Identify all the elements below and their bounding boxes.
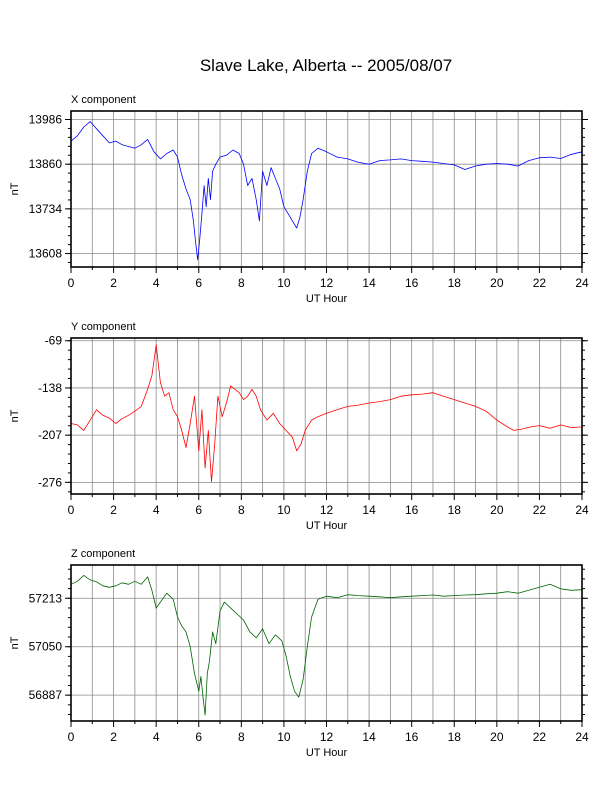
panel-label: Z component <box>71 548 135 560</box>
x-tick-label: 2 <box>110 276 117 290</box>
x-tick-label: 18 <box>448 503 462 517</box>
x-tick-label: 24 <box>575 503 589 517</box>
x-tick-label: 20 <box>490 276 504 290</box>
y-tick-label: -138 <box>38 381 62 395</box>
plot-frame <box>70 110 583 268</box>
x-tick-label: 4 <box>153 276 160 290</box>
x-tick-label: 22 <box>533 276 547 290</box>
series-line-1 <box>70 344 583 483</box>
x-tick-label: 8 <box>238 730 245 744</box>
x-tick-label: 0 <box>68 503 75 517</box>
x-tick-label: 10 <box>277 730 291 744</box>
x-tick-label: 12 <box>320 730 334 744</box>
y-tick-label: 56887 <box>29 688 63 702</box>
x-tick-label: 10 <box>277 503 291 517</box>
y-tick-label: -276 <box>38 475 62 489</box>
x-tick-label: 6 <box>195 503 202 517</box>
x-tick-label: 20 <box>490 730 504 744</box>
x-tick-label: 12 <box>320 276 334 290</box>
panel-label: Y component <box>71 321 136 333</box>
x-tick-label: 8 <box>238 503 245 517</box>
y-tick-label: 57050 <box>29 640 63 654</box>
x-tick-label: 18 <box>448 730 462 744</box>
x-axis-title: UT Hour <box>306 293 348 305</box>
x-axis-title: UT Hour <box>306 747 348 759</box>
y-tick-label: -69 <box>45 334 63 348</box>
x-tick-label: 14 <box>362 503 376 517</box>
x-tick-label: 0 <box>68 276 75 290</box>
x-tick-label: 24 <box>575 276 589 290</box>
x-tick-label: 18 <box>448 276 462 290</box>
x-tick-label: 24 <box>575 730 589 744</box>
x-tick-label: 22 <box>533 730 547 744</box>
x-axis-title: UT Hour <box>306 520 348 532</box>
x-tick-label: 14 <box>362 276 376 290</box>
x-tick-label: 14 <box>362 730 376 744</box>
x-tick-label: 16 <box>405 503 419 517</box>
series-line-1 <box>70 575 583 716</box>
x-tick-label: 6 <box>195 730 202 744</box>
plot-frame <box>70 337 583 495</box>
x-tick-label: 16 <box>405 730 419 744</box>
page-title: Slave Lake, Alberta -- 2005/08/07 <box>199 56 453 75</box>
plot-frame <box>70 564 583 722</box>
x-tick-label: 12 <box>320 503 334 517</box>
x-tick-label: 4 <box>153 503 160 517</box>
y-tick-label: 57213 <box>29 591 63 605</box>
x-tick-label: 22 <box>533 503 547 517</box>
x-tick-label: 20 <box>490 503 504 517</box>
y-axis-title: nT <box>9 636 21 649</box>
x-tick-label: 0 <box>68 730 75 744</box>
series-line-1 <box>70 121 583 261</box>
x-tick-label: 6 <box>195 276 202 290</box>
x-tick-label: 2 <box>110 503 117 517</box>
panel-label: X component <box>71 94 136 106</box>
x-tick-label: 4 <box>153 730 160 744</box>
x-tick-label: 2 <box>110 730 117 744</box>
y-tick-label: -207 <box>38 428 62 442</box>
y-axis-title: nT <box>9 182 21 195</box>
y-tick-label: 13734 <box>29 202 63 216</box>
y-tick-label: 13860 <box>29 157 63 171</box>
y-axis-title: nT <box>9 409 21 422</box>
x-tick-label: 16 <box>405 276 419 290</box>
x-tick-label: 8 <box>238 276 245 290</box>
x-tick-label: 10 <box>277 276 291 290</box>
y-tick-label: 13608 <box>29 247 63 261</box>
y-tick-label: 13986 <box>29 113 63 127</box>
